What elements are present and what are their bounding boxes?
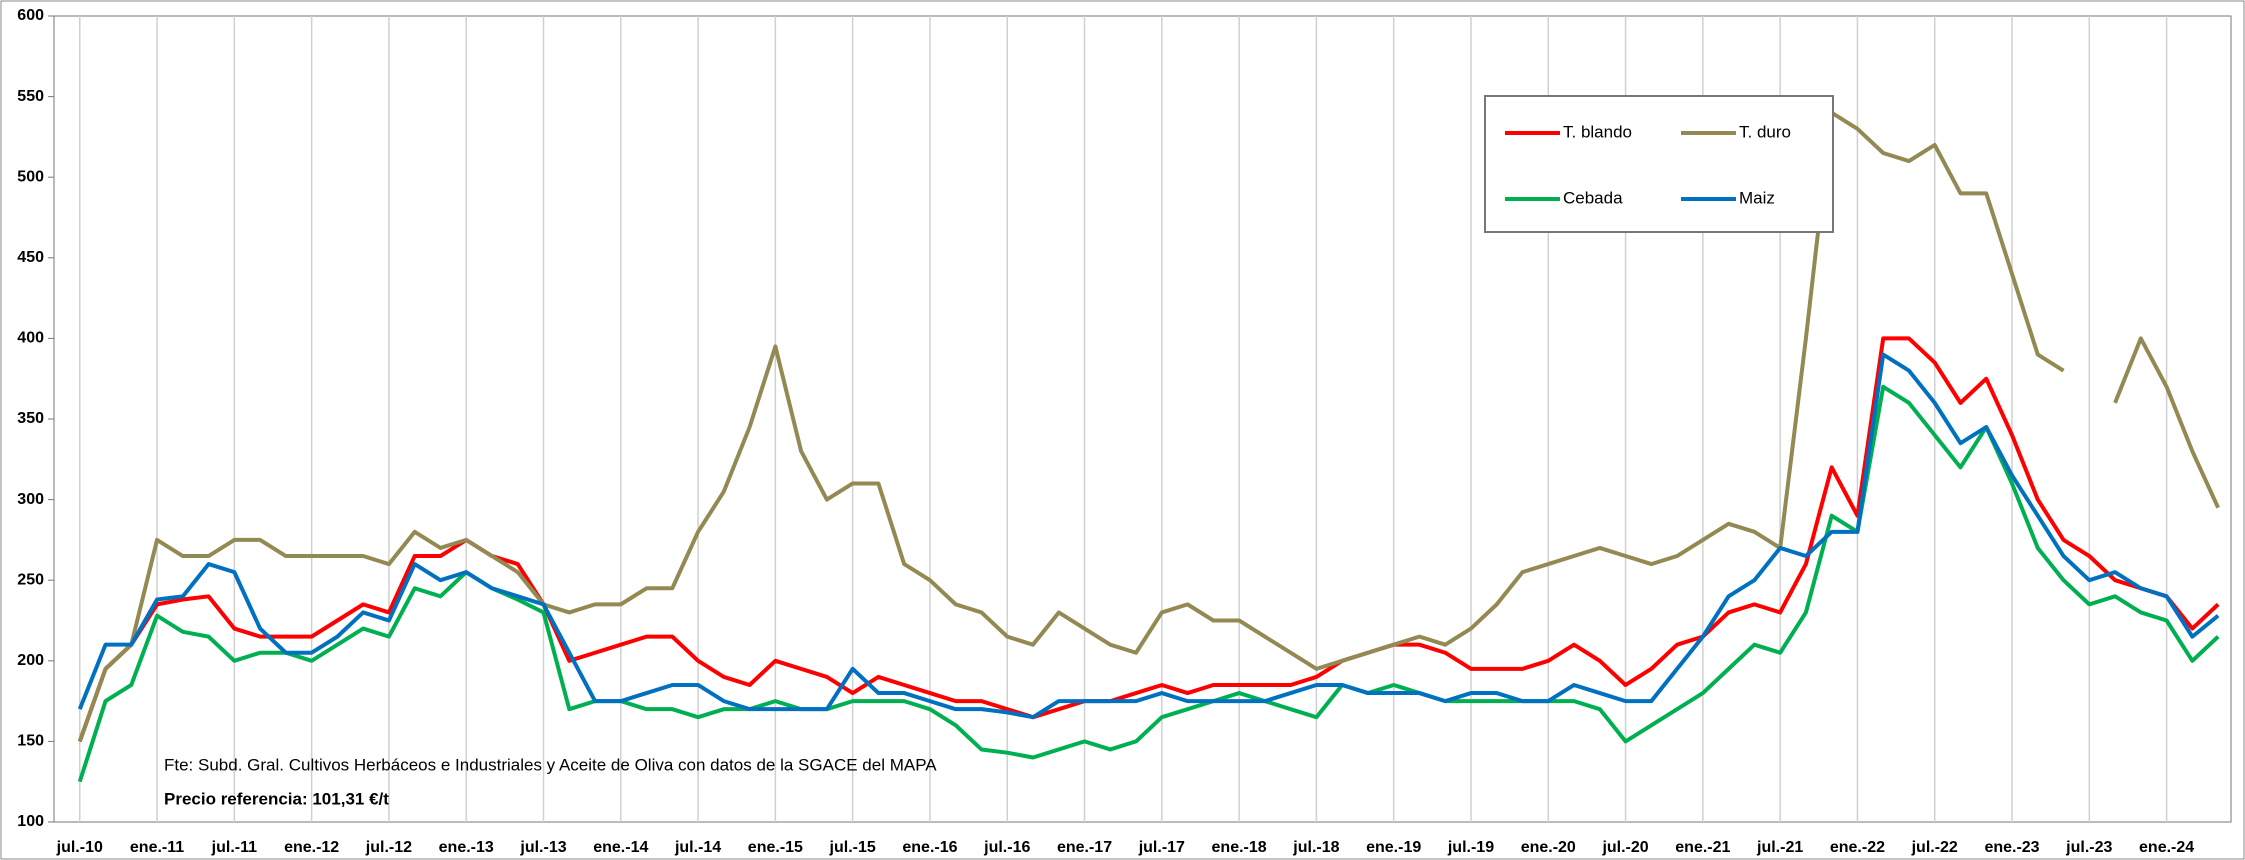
y-tick-label: 100 (17, 813, 44, 830)
y-tick-label: 250 (17, 571, 44, 588)
series-line (77, 336, 2220, 743)
y-tick-label: 300 (17, 491, 44, 508)
x-tick-label: jul.-14 (674, 839, 721, 856)
x-tick-label: jul.-17 (1138, 839, 1185, 856)
y-tick-label: 550 (17, 88, 44, 105)
x-tick-label: ene.-18 (1212, 839, 1267, 856)
legend-label: Cebada (1563, 188, 1623, 207)
source-note: Fte: Subd. Gral. Cultivos Herbáceos e In… (164, 755, 937, 774)
x-tick-label: ene.-12 (284, 839, 339, 856)
x-tick-label: ene.-24 (2139, 839, 2194, 856)
y-tick-label: 150 (17, 733, 44, 750)
x-tick-label: ene.-20 (1521, 839, 1576, 856)
x-tick-label: ene.-19 (1366, 839, 1421, 856)
legend-box (1484, 95, 1834, 233)
series-line (77, 352, 2220, 720)
x-tick-label: jul.-19 (1447, 839, 1494, 856)
x-tick-label: jul.-11 (211, 839, 257, 856)
x-tick-label: jul.-18 (1292, 839, 1339, 856)
y-tick-label: 200 (17, 652, 44, 669)
x-tick-label: ene.-23 (1984, 839, 2039, 856)
x-tick-label: ene.-17 (1057, 839, 1112, 856)
legend: T. blando T. duro Cebada Maiz (1484, 95, 1834, 233)
y-tick-label: 350 (17, 410, 44, 427)
x-tick-label: jul.-21 (1756, 839, 1803, 856)
legend-label: T. duro (1739, 122, 1791, 141)
x-tick-label: ene.-11 (130, 839, 184, 856)
x-tick-label: ene.-15 (748, 839, 803, 856)
legend-label: Maiz (1739, 188, 1775, 207)
y-tick-label: 500 (17, 168, 44, 185)
y-tick-label: 450 (17, 249, 44, 266)
x-tick-label: jul.-15 (829, 839, 876, 856)
x-tick-label: jul.-10 (56, 839, 103, 856)
x-tick-label: jul.-12 (365, 839, 412, 856)
series-line (77, 110, 2220, 743)
x-tick-label: ene.-16 (902, 839, 957, 856)
x-tick-label: jul.-13 (519, 839, 566, 856)
x-tick-label: jul.-22 (1911, 839, 1958, 856)
x-tick-label: jul.-20 (1601, 839, 1648, 856)
x-tick-label: ene.-13 (439, 839, 494, 856)
x-tick-label: ene.-22 (1830, 839, 1885, 856)
x-tick-label: jul.-23 (2065, 839, 2112, 856)
x-tick-label: ene.-21 (1675, 839, 1730, 856)
legend-label: T. blando (1563, 122, 1632, 141)
x-tick-label: jul.-16 (983, 839, 1030, 856)
reference-price: Precio referencia: 101,31 €/t (164, 789, 389, 808)
y-tick-label: 600 (17, 7, 44, 24)
y-tick-label: 400 (17, 330, 44, 347)
x-tick-label: ene.-14 (593, 839, 648, 856)
